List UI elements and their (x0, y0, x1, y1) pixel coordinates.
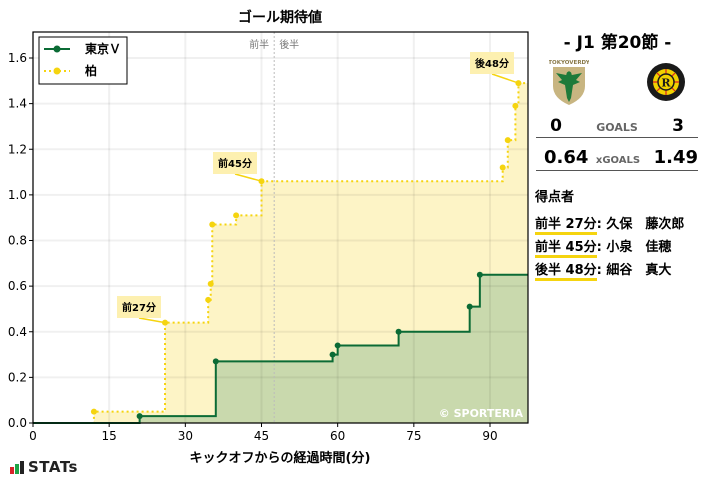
scorers-heading: 得点者 (535, 190, 575, 205)
scorer-item: 前半 45分: 小泉 佳穂 (535, 236, 705, 258)
scorer-time: 前半 27分 (535, 217, 597, 235)
y-tick-label: 1.2 (8, 142, 27, 156)
legend: 東京Ｖ 柏 (38, 36, 128, 85)
goal-annotation: 後48分 (470, 52, 519, 84)
goals-label: GOALS (596, 121, 638, 134)
y-tick-label: 1.0 (8, 188, 27, 202)
x-axis-label: キックオフからの経過時間(分) (190, 450, 371, 466)
svg-text:TOKYOVERDY: TOKYOVERDY (549, 60, 589, 66)
data-point (205, 296, 212, 303)
y-tick-label: 0.2 (8, 370, 27, 384)
scorer-item: 前半 27分: 久保 藤次郎 (535, 213, 705, 235)
legend-label: 柏 (85, 63, 97, 78)
x-tick-label: 75 (406, 429, 421, 443)
data-point (499, 164, 506, 171)
data-point (329, 351, 336, 358)
data-point (395, 328, 402, 335)
data-point (233, 212, 240, 219)
series-line (33, 82, 529, 424)
stats-bars-icon (10, 460, 24, 474)
away-xgoals: 1.49 (653, 147, 698, 168)
x-tick-label: 60 (330, 429, 345, 443)
stats-logo-text: STATs (28, 458, 78, 476)
data-point (207, 280, 214, 287)
data-point (90, 408, 97, 415)
data-point (466, 303, 473, 310)
y-tick-label: 0.0 (8, 416, 27, 430)
y-tick-label: 1.6 (8, 51, 27, 65)
scorer-time: 前半 45分 (535, 240, 597, 258)
away-goals: 3 (672, 116, 684, 136)
data-point (512, 102, 519, 109)
data-point (476, 271, 483, 278)
series-fill (33, 274, 529, 423)
x-tick-label: 45 (254, 429, 269, 443)
round-title: - J1 第20節 - (563, 33, 672, 53)
svg-text:後48分: 後48分 (475, 57, 509, 70)
home-xgoals: 0.64 (544, 147, 589, 168)
xgoals-label: xGOALS (595, 155, 641, 166)
y-tick-label: 0.4 (8, 325, 27, 339)
x-tick-label: 90 (482, 429, 497, 443)
data-point (334, 342, 341, 349)
scorer-item: 後半 48分: 細谷 真大 (535, 259, 705, 281)
stats-logo: STATs (10, 458, 78, 476)
scorer-time: 後半 48分 (535, 263, 597, 281)
series-line (33, 273, 529, 424)
chart-title: ゴール期待値 (238, 9, 322, 26)
legend-label: 東京Ｖ (85, 41, 121, 56)
y-tick-label: 0.8 (8, 234, 27, 248)
first-half-label: 前半 (249, 38, 269, 51)
scorer-name: : 久保 藤次郎 (596, 217, 685, 232)
y-tick-label: 0.6 (8, 279, 27, 293)
grid (32, 32, 528, 424)
svg-text:R: R (661, 77, 671, 90)
x-tick-label: 0 (29, 429, 37, 443)
goal-annotation: 前27分 (117, 296, 166, 324)
xgoals-row: 0.64 xGOALS 1.49 (536, 147, 698, 171)
y-tick-label: 1.4 (8, 97, 27, 111)
kashiwa-reysol-logo: R (647, 63, 685, 101)
x-tick-label: 15 (102, 429, 117, 443)
second-half-label: 後半 (279, 38, 299, 51)
data-point (209, 221, 216, 228)
x-tick-label: 30 (178, 429, 193, 443)
scorer-name: : 小泉 佳穂 (596, 240, 672, 255)
data-point (212, 358, 219, 365)
goals-row: 0 GOALS 3 (536, 116, 698, 138)
goal-annotation: 前45分 (213, 152, 262, 182)
scorer-name: : 細谷 真大 (596, 263, 672, 278)
data-point (504, 137, 511, 144)
watermark: © SPORTERIA (439, 407, 524, 420)
tokyo-verdy-logo: TOKYOVERDY (549, 60, 589, 105)
svg-text:前27分: 前27分 (122, 301, 156, 314)
plot-frame (32, 31, 529, 424)
scorers-list: 得点者 前半 27分: 久保 藤次郎 前半 45分: 小泉 佳穂 後半 48分:… (535, 186, 705, 282)
home-goals: 0 (550, 116, 562, 136)
data-point (136, 413, 143, 420)
svg-text:前45分: 前45分 (218, 157, 252, 170)
